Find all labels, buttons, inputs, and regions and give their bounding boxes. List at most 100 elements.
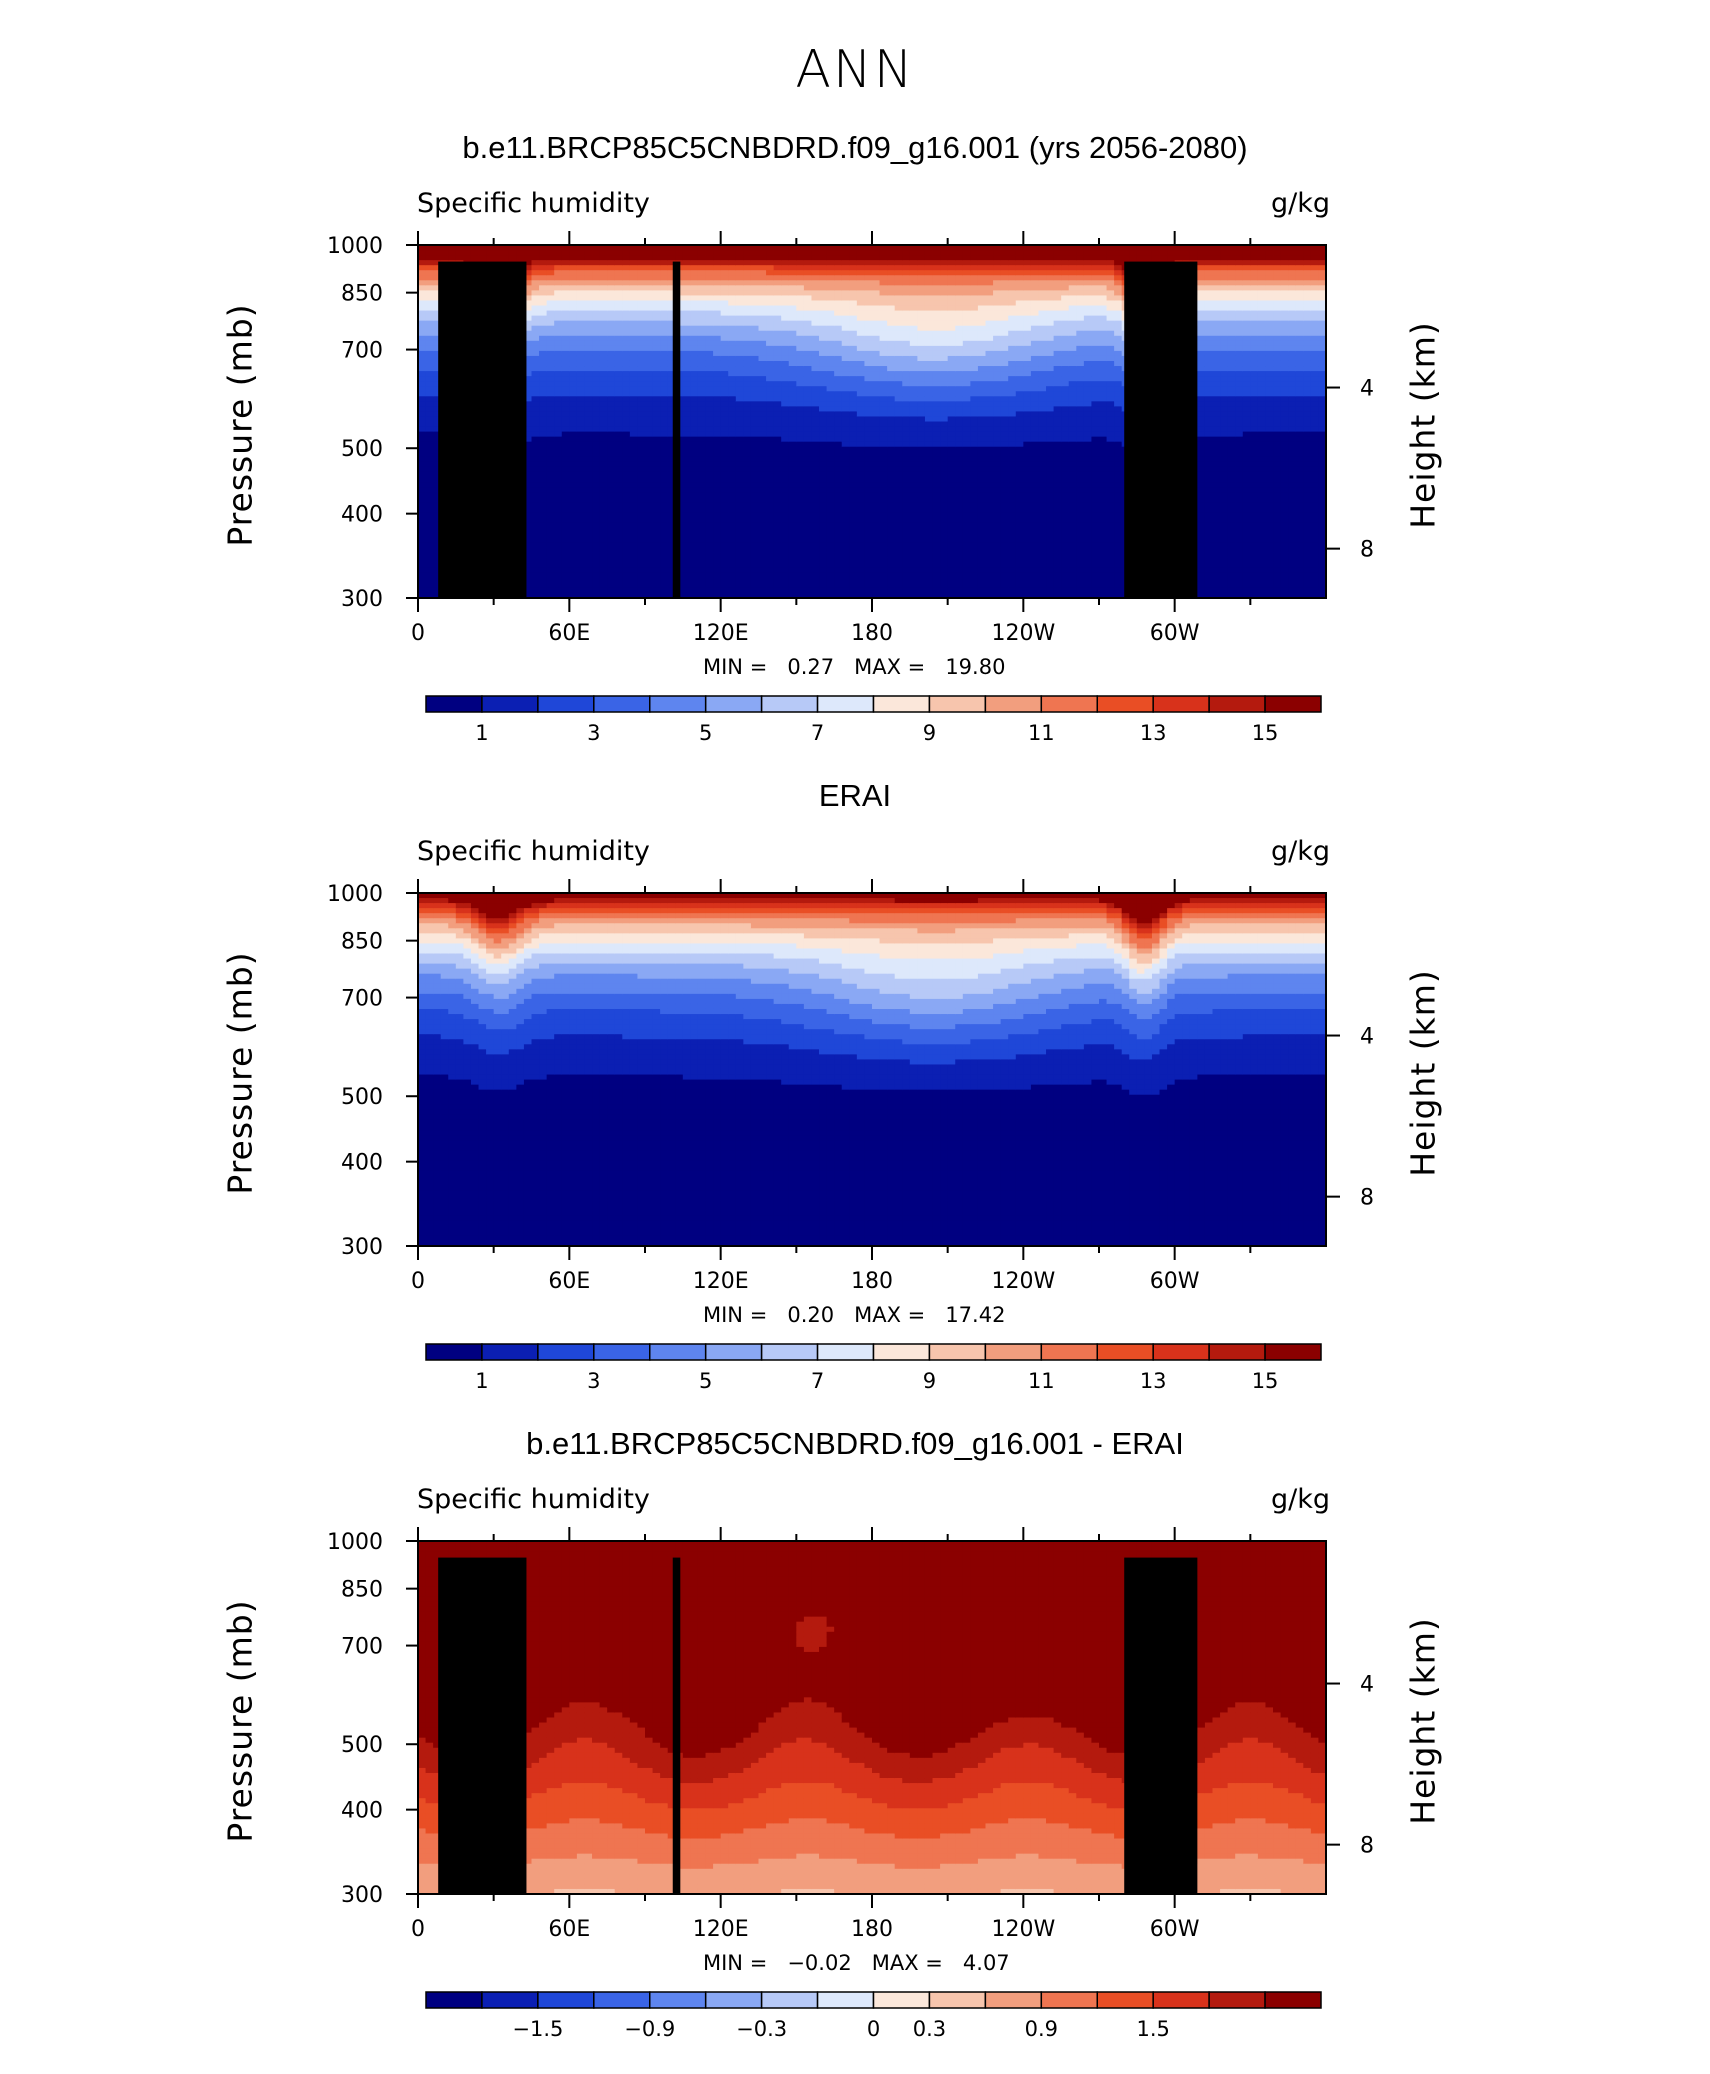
contour-cell <box>667 487 676 493</box>
contour-cell <box>425 345 434 352</box>
contour-cell <box>705 310 714 317</box>
contour-cell <box>826 476 835 483</box>
contour-cell <box>539 446 548 453</box>
contour-cell <box>425 527 434 534</box>
contour-cell <box>660 305 669 312</box>
contour-cell <box>909 451 918 458</box>
contour-cell <box>539 315 548 322</box>
contour-cell <box>864 512 873 518</box>
contour-cell <box>796 245 805 251</box>
contour-cell <box>841 487 850 493</box>
contour-cell <box>788 330 797 337</box>
contour-cell <box>834 552 843 559</box>
contour-cell <box>849 562 858 569</box>
contour-cell <box>947 300 956 307</box>
contour-cell <box>637 396 646 402</box>
contour-cell <box>531 376 540 382</box>
contour-cell <box>569 396 578 402</box>
contour-cell <box>917 421 926 428</box>
contour-cell <box>418 572 427 579</box>
contour-cell <box>750 471 760 478</box>
contour-cell <box>834 416 843 423</box>
contour-cell <box>864 471 873 478</box>
contour-cell <box>735 542 744 549</box>
contour-cell <box>856 280 866 286</box>
contour-cell <box>607 587 616 594</box>
contour-cell <box>902 416 911 423</box>
contour-cell <box>811 436 820 443</box>
contour-cell <box>735 355 744 362</box>
contour-cell <box>705 320 714 327</box>
contour-cell <box>667 537 676 544</box>
contour-cell <box>917 285 926 291</box>
contour-cell <box>667 421 676 428</box>
contour-cell <box>872 290 881 297</box>
contour-cell <box>766 436 775 443</box>
contour-cell <box>629 285 639 291</box>
contour-cell <box>879 572 888 579</box>
contour-cell <box>811 446 820 453</box>
contour-cell <box>713 280 722 286</box>
contour-cell <box>781 446 790 453</box>
contour-cell <box>569 245 578 251</box>
contour-cell <box>864 255 873 261</box>
contour-cell <box>758 250 767 256</box>
contour-cell <box>856 275 866 281</box>
contour-cell <box>660 492 669 498</box>
contour-cell <box>705 250 714 256</box>
contour-cell <box>750 542 760 549</box>
contour-cell <box>902 315 911 322</box>
contour-cell <box>781 471 790 478</box>
contour-cell <box>576 552 586 559</box>
contour-cell <box>637 492 646 498</box>
contour-cell <box>766 441 775 448</box>
contour-cell <box>864 542 873 549</box>
contour-cell <box>834 582 843 589</box>
contour-cell <box>803 492 813 498</box>
contour-cell <box>750 250 760 256</box>
contour-cell <box>584 547 593 554</box>
contour-cell <box>872 411 881 418</box>
contour-cell <box>773 396 782 402</box>
contour-cell <box>894 502 903 508</box>
contour-cell <box>546 305 555 312</box>
contour-cell <box>841 350 850 357</box>
contour-cell <box>569 582 578 589</box>
contour-cell <box>637 285 646 291</box>
contour-cell <box>546 487 555 493</box>
contour-cell <box>561 577 570 584</box>
contour-cell <box>599 537 608 544</box>
contour-cell <box>894 426 903 433</box>
contour-cell <box>841 391 850 397</box>
contour-cell <box>887 497 896 503</box>
contour-cell <box>455 255 464 261</box>
contour-cell <box>879 537 888 544</box>
contour-cell <box>924 487 934 493</box>
contour-cell <box>546 300 555 307</box>
contour-cell <box>728 431 737 438</box>
contour-cell <box>766 567 775 574</box>
contour-cell <box>781 396 790 402</box>
contour-cell <box>947 260 956 266</box>
contour-cell <box>902 320 911 327</box>
contour-cell <box>773 371 782 377</box>
contour-cell <box>811 522 820 528</box>
contour-cell <box>940 280 949 286</box>
contour-cell <box>803 487 813 493</box>
contour-cell <box>697 396 707 402</box>
contour-cell <box>796 522 805 528</box>
contour-cell <box>531 295 540 302</box>
contour-cell <box>879 582 888 589</box>
contour-cell <box>894 466 903 473</box>
contour-cell <box>728 401 737 407</box>
contour-cell <box>834 401 843 407</box>
contour-cell <box>788 315 797 322</box>
contour-cell <box>576 471 586 478</box>
contour-cell <box>546 310 555 317</box>
contour-cell <box>425 285 434 291</box>
contour-cell <box>667 466 676 473</box>
contour-cell <box>781 497 790 503</box>
contour-cell <box>531 507 540 513</box>
contour-cell <box>826 290 835 297</box>
contour-cell <box>750 451 760 458</box>
